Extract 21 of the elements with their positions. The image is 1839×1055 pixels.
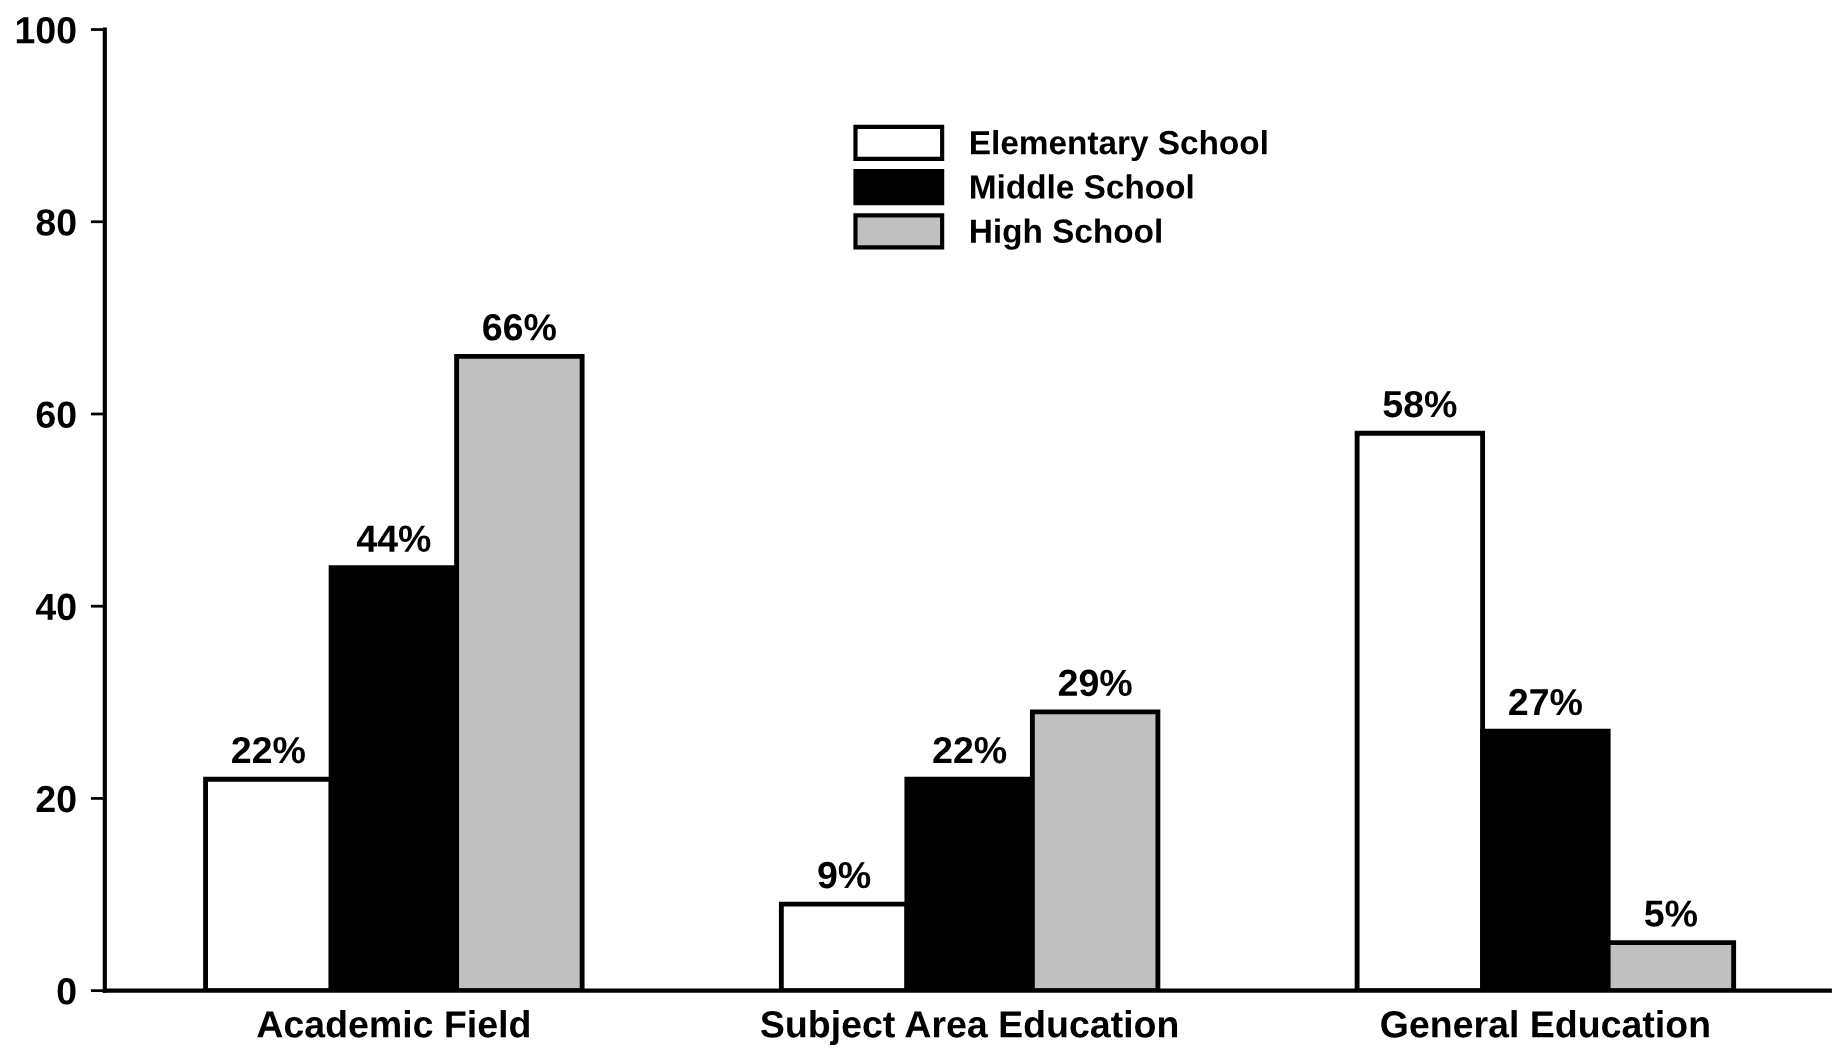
data-label: 29%	[1058, 669, 1132, 697]
y-tick-label: 100	[16, 16, 76, 44]
data-label: 22%	[933, 736, 1007, 764]
data-label: 44%	[356, 525, 431, 552]
y-tick-label: 60	[36, 401, 76, 428]
data-label: 27%	[1509, 688, 1582, 716]
y-tick-label: 80	[36, 209, 76, 236]
x-tick-label: Academic Field	[257, 1010, 529, 1038]
data-label: 9%	[818, 861, 871, 889]
legend-label: Elementary School	[971, 129, 1267, 162]
y-tick-label: 40	[35, 593, 76, 621]
y-tick-label: 20	[36, 785, 76, 813]
data-label: 58%	[1383, 390, 1457, 418]
y-tick-label: 0	[57, 978, 76, 1005]
data-label: 5%	[1644, 900, 1698, 927]
data-label: 22%	[232, 736, 305, 764]
x-tick-label: General Education	[1381, 1010, 1709, 1038]
data-label: 66%	[483, 314, 556, 341]
x-tick-label: Subject Area Education	[760, 1010, 1178, 1046]
legend-label: High School	[971, 218, 1161, 250]
legend-label: Middle School	[971, 174, 1193, 199]
